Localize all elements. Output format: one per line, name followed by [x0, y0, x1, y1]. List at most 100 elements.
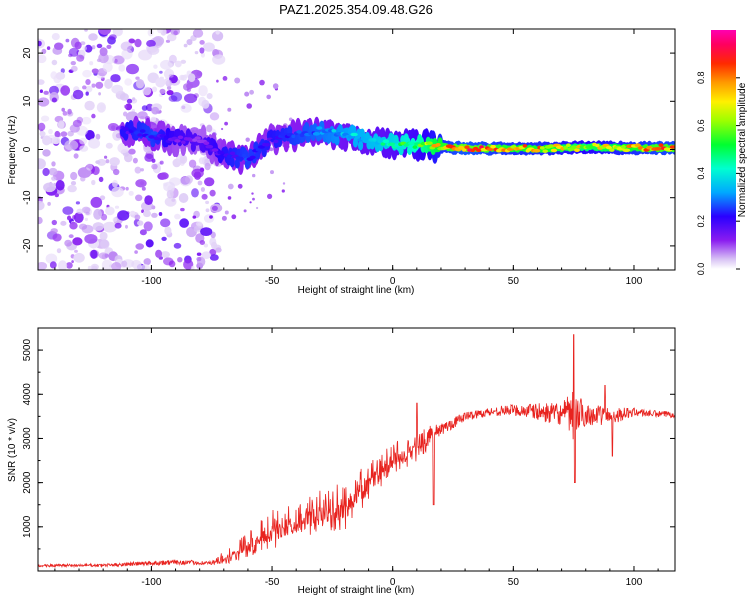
colorbar-tick-label: 0.6 — [696, 119, 706, 132]
noise-blob — [88, 138, 101, 149]
noise-blob — [150, 116, 157, 122]
y-tick-label: 5000 — [22, 339, 33, 362]
noise-blob — [137, 111, 148, 119]
noise-blob — [81, 116, 92, 125]
noise-blob — [237, 183, 243, 189]
noise-blob — [134, 38, 142, 48]
noise-blob — [39, 131, 46, 137]
noise-blob — [72, 89, 84, 100]
noise-blob — [209, 189, 216, 197]
noise-blob — [140, 263, 150, 270]
ridge-core — [412, 145, 418, 149]
noise-blob — [81, 206, 91, 214]
noise-blob — [144, 195, 153, 206]
noise-blob — [98, 176, 104, 183]
noise-blob — [38, 40, 42, 47]
noise-blob — [204, 177, 215, 187]
noise-blob — [102, 62, 113, 73]
ridge-core — [255, 148, 262, 152]
ridge-core — [539, 146, 545, 150]
ridge-core — [634, 143, 641, 147]
ridge-core — [458, 145, 465, 150]
noise-blob — [70, 171, 78, 181]
noise-blob — [155, 77, 166, 88]
noise-blob — [180, 59, 187, 64]
noise-blob — [209, 254, 219, 261]
noise-blob — [173, 242, 182, 249]
noise-blob — [102, 267, 106, 270]
ridge-core — [242, 153, 247, 158]
noise-blob — [151, 106, 160, 115]
noise-blob — [91, 113, 96, 119]
noise-blob — [136, 79, 145, 89]
noise-blob — [205, 200, 210, 205]
colorbar-tick-label: 0.4 — [696, 167, 706, 180]
ridge-core — [238, 157, 244, 161]
noise-blob — [50, 228, 58, 234]
ridge-core — [174, 139, 181, 143]
noise-blob — [272, 83, 279, 89]
noise-blob — [160, 251, 170, 258]
noise-blob — [93, 208, 102, 220]
noise-blob — [64, 139, 79, 151]
noise-blob — [124, 103, 133, 111]
noise-blob — [84, 100, 95, 111]
noise-blob — [203, 243, 208, 248]
spectrogram-layer — [38, 29, 675, 270]
noise-blob — [51, 176, 57, 181]
noise-blob — [134, 214, 141, 220]
noise-blob — [45, 253, 58, 264]
ridge-core — [229, 151, 236, 156]
noise-blob — [135, 179, 147, 188]
y-tick-label: 0 — [22, 146, 33, 152]
noise-blob — [227, 196, 232, 200]
ridge-core — [273, 139, 279, 144]
noise-blob — [62, 111, 68, 116]
noise-blob — [234, 77, 241, 84]
noise-blob — [157, 29, 163, 34]
noise-blob — [67, 108, 72, 115]
noise-blob — [52, 233, 62, 242]
noise-blob — [184, 93, 198, 104]
noise-blob — [231, 214, 237, 220]
noise-blob — [145, 239, 154, 248]
noise-blob — [170, 92, 183, 102]
noise-blob — [42, 167, 50, 177]
noise-blob — [61, 107, 65, 112]
noise-blob — [132, 97, 136, 101]
noise-blob — [200, 187, 205, 192]
noise-blob — [72, 237, 83, 246]
y-tick-label: 2000 — [22, 471, 33, 494]
noise-blob — [60, 131, 68, 137]
noise-blob — [38, 54, 47, 64]
noise-blob — [76, 54, 85, 62]
noise-blob — [46, 46, 51, 50]
noise-blob — [161, 236, 167, 241]
spectrogram-y-ticks: -20 -10 0 10 20 — [22, 47, 675, 253]
noise-blob — [100, 239, 110, 249]
noise-blob — [84, 217, 88, 222]
noise-blob — [118, 64, 126, 72]
noise-blob — [84, 234, 98, 244]
noise-blob — [92, 222, 104, 231]
colorbar-gradient — [711, 30, 736, 269]
noise-blob — [153, 64, 158, 69]
ridge-core — [620, 145, 626, 149]
noise-blob — [69, 124, 80, 133]
noise-blob — [179, 218, 190, 228]
noise-blob — [111, 84, 124, 94]
noise-blob — [125, 224, 128, 229]
noise-blob — [251, 192, 254, 195]
ridge-body — [229, 157, 235, 168]
snr-x-label: Height of straight line (km) — [298, 585, 415, 596]
snr-frame — [37, 327, 676, 572]
noise-blob — [98, 29, 111, 35]
snr-series-line — [38, 334, 675, 569]
noise-blob — [209, 215, 213, 219]
noise-blob — [112, 130, 122, 141]
noise-blob — [146, 39, 156, 48]
noise-blob — [99, 47, 108, 57]
noise-blob — [199, 40, 205, 45]
noise-blob — [126, 63, 139, 75]
